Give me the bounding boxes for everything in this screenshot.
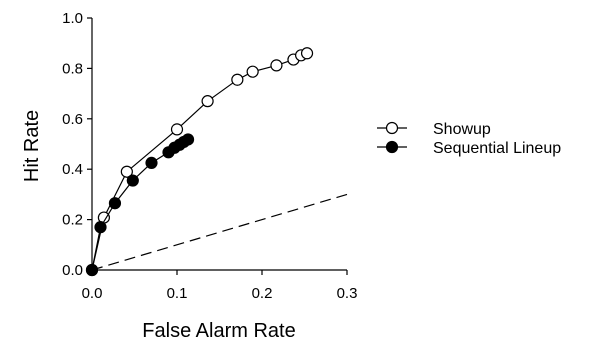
series-sequential-lineup (85, 133, 195, 277)
y-tick-label: 0.4 (62, 161, 83, 178)
legend-label-showup: Showup (433, 121, 491, 138)
data-point-showup (120, 165, 133, 178)
y-tick-label: 0.8 (62, 60, 83, 77)
series-line-sequential-lineup (91, 138, 189, 271)
series-line-chance (91, 193, 348, 271)
legend: Showup Sequential Lineup (377, 121, 561, 157)
x-tick-label: 0.2 (252, 285, 273, 302)
data-point-sequential-lineup (94, 221, 107, 234)
y-tick-label: 0.6 (62, 111, 83, 128)
x-tick-label: 0.0 (82, 285, 103, 302)
x-tick-label: 0.3 (337, 285, 358, 302)
legend-label-sequential: Sequential Lineup (433, 140, 561, 157)
x-tick-label: 0.1 (167, 285, 188, 302)
x-axis-title: False Alarm Rate (142, 320, 295, 342)
data-point-sequential-lineup (145, 156, 158, 169)
series-chance (91, 193, 348, 271)
data-point-showup (300, 47, 314, 60)
data-point-showup (270, 59, 283, 72)
data-point-sequential-lineup (108, 197, 122, 210)
data-point-showup (246, 65, 259, 78)
data-point-showup (201, 95, 214, 108)
data-point-showup (231, 73, 244, 86)
y-tick-label: 1.0 (62, 10, 83, 27)
data-point-showup (170, 123, 184, 136)
y-axis-title: Hit Rate (21, 110, 43, 182)
series-layer (85, 47, 348, 277)
ticks: 0.0 0.2 0.4 0.6 0.8 1.0 0.0 0.1 0.2 0.3 (62, 10, 357, 302)
axes (91, 18, 347, 271)
y-tick-label: 0.2 (62, 212, 83, 229)
legend-marker-showup (385, 121, 399, 135)
y-tick-label: 0.0 (62, 262, 83, 279)
data-point-sequential-lineup (181, 133, 195, 146)
series-showup (85, 47, 314, 277)
data-point-sequential-lineup (126, 174, 139, 187)
legend-marker-sequential (385, 140, 399, 154)
